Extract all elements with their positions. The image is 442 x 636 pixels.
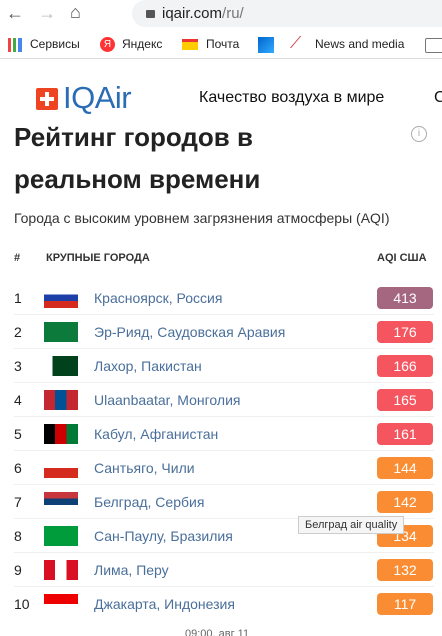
row-divider [14, 348, 434, 349]
title: реальном времени [14, 164, 261, 194]
home-button[interactable]: ⌂ [70, 2, 81, 22]
rank: 1 [14, 290, 22, 306]
aqi-badge: 161 [377, 423, 433, 445]
aqi-badge: 117 [377, 593, 433, 615]
aqi-badge: 166 [377, 355, 433, 377]
nav-link[interactable]: С [434, 89, 442, 106]
forward-button[interactable]: → [38, 3, 56, 23]
rank: 9 [14, 562, 22, 578]
flag [44, 560, 78, 580]
aqi-badge: 144 [377, 457, 433, 479]
row-divider [14, 518, 434, 519]
back-button[interactable]: ← [6, 3, 24, 23]
column-header: # [14, 252, 21, 264]
rank: 4 [14, 392, 22, 408]
info-icon[interactable]: i [411, 126, 427, 142]
mail-icon [182, 39, 198, 50]
city-link[interactable]: Красноярск, Россия [94, 290, 223, 306]
flag [44, 288, 78, 308]
row-divider [14, 450, 434, 451]
rank: 7 [14, 494, 22, 510]
row-divider [14, 552, 434, 553]
yandex-icon: Я [100, 37, 115, 52]
city-link[interactable]: Белград, Сербия [94, 494, 205, 510]
aqi-badge: 142 [377, 491, 433, 513]
title: Рейтинг городов в [14, 122, 253, 152]
city-link[interactable]: Лахор, Пакистан [94, 358, 202, 374]
flag [44, 356, 78, 376]
nav-link[interactable]: Качество воздуха в мире [199, 89, 385, 106]
lock-icon [146, 10, 155, 18]
flag [44, 492, 78, 512]
city-link[interactable]: Сантьяго, Чили [94, 460, 195, 476]
rank: 3 [14, 358, 22, 374]
row-divider [14, 314, 434, 315]
flag [44, 458, 78, 478]
city-link[interactable]: Эр-Рияд, Саудовская Аравия [94, 324, 286, 340]
aqi-badge: 132 [377, 559, 433, 581]
bookmark-icon[interactable] [258, 37, 274, 53]
folder-icon [425, 38, 442, 53]
aqi-badge: 413 [377, 287, 433, 309]
address-bar[interactable] [132, 0, 442, 27]
row-divider [14, 382, 434, 383]
column-header: КРУПНЫЕ ГОРОДА [46, 252, 150, 264]
logo-flag [36, 88, 58, 110]
url-host: iqair.com [162, 5, 223, 22]
bookmark[interactable]: Яндекс [122, 37, 163, 51]
aqi-badge: 176 [377, 321, 433, 343]
rank: 8 [14, 528, 22, 544]
city-link[interactable]: Сан-Паулу, Бразилия [94, 528, 233, 544]
rank: 2 [14, 324, 22, 340]
tooltip: Белград air quality [298, 516, 405, 534]
bookmarks-bar [0, 30, 442, 59]
rank: 10 [14, 596, 30, 612]
rank: 6 [14, 460, 22, 476]
bookmark[interactable]: Почта [206, 37, 240, 51]
footer: 09:00, авг 11 [185, 628, 250, 636]
url: iqair.com/ru/ [162, 5, 244, 22]
city-link[interactable]: Джакарта, Индонезия [94, 596, 235, 612]
url-path: /ru/ [222, 5, 244, 22]
chart-icon: ⟋ [290, 35, 302, 52]
bookmark[interactable]: Сервисы [30, 37, 80, 51]
logo[interactable]: IQAir [63, 80, 132, 115]
apps-icon [8, 38, 22, 52]
aqi-badge: 165 [377, 389, 433, 411]
city-link[interactable]: Кабул, Афганистан [94, 426, 219, 442]
flag [44, 594, 78, 614]
subtitle: Города с высоким уровнем загрязнения атм… [14, 210, 390, 226]
bookmark[interactable]: News and media [315, 37, 405, 51]
rank: 5 [14, 426, 22, 442]
row-divider [14, 416, 434, 417]
flag [44, 322, 78, 342]
flag [44, 390, 78, 410]
flag [44, 424, 78, 444]
column-header: AQI США [377, 252, 427, 264]
row-divider [14, 484, 434, 485]
city-link[interactable]: Ulaanbaatar, Монголия [94, 392, 241, 408]
city-link[interactable]: Лима, Перу [94, 562, 169, 578]
row-divider [14, 586, 434, 587]
logo-cross [40, 97, 54, 101]
flag [44, 526, 78, 546]
